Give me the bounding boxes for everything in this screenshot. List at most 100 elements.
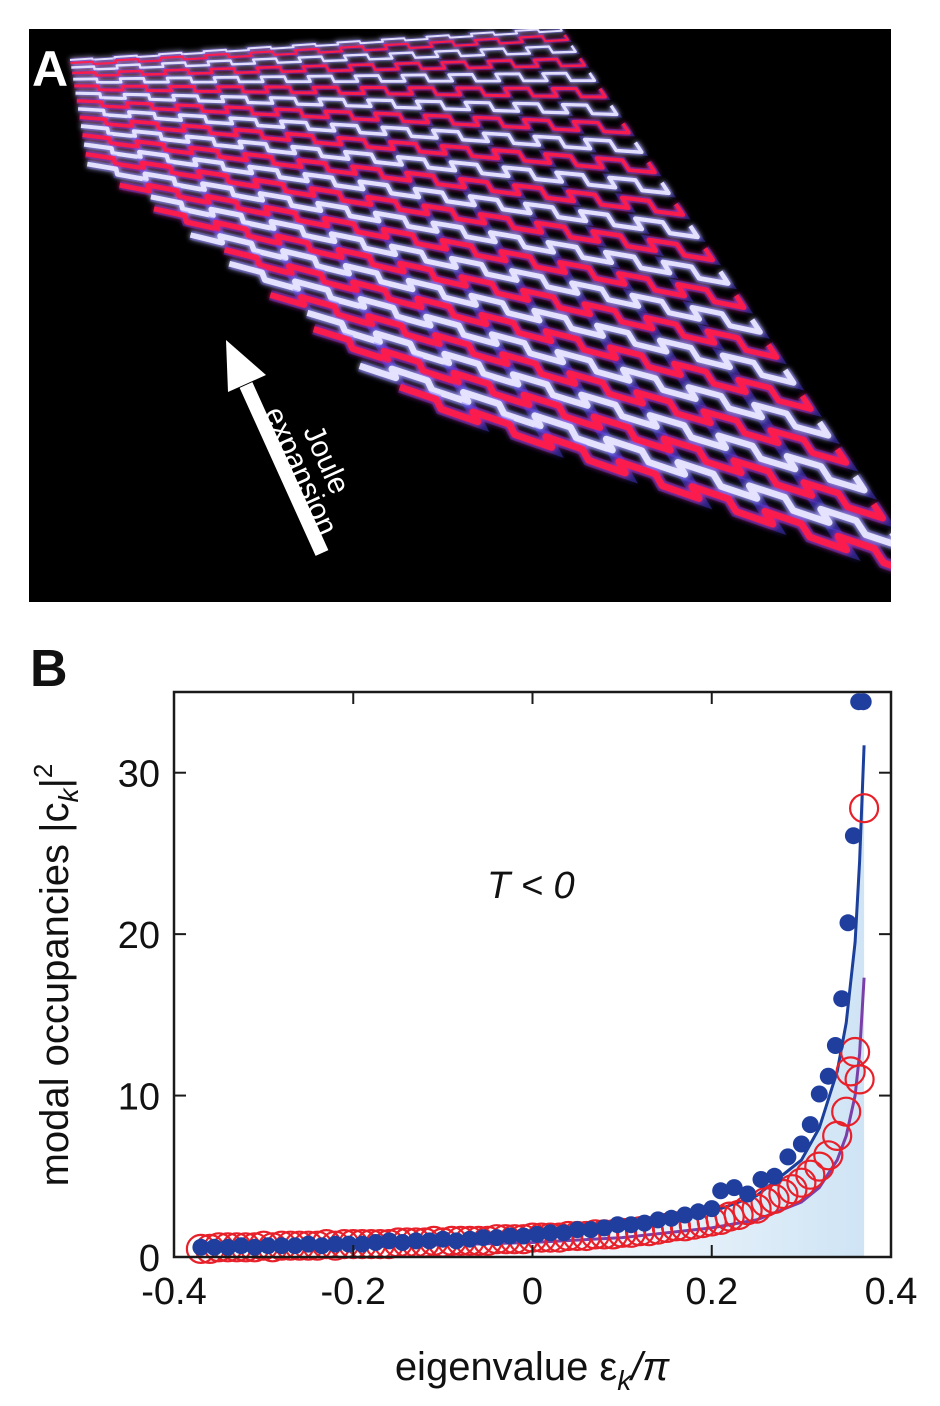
data-point-filled-blue xyxy=(407,1232,425,1250)
data-point-open-red xyxy=(804,1151,835,1182)
data-point-filled-blue xyxy=(819,1067,837,1085)
lattice-strand-white xyxy=(69,29,563,61)
data-point-filled-blue xyxy=(313,1237,331,1255)
lattice-strand-white xyxy=(358,362,891,547)
y-axis-label-sup: 2 xyxy=(28,764,58,778)
x-tick-label: 0.2 xyxy=(685,1271,738,1313)
data-point-filled-blue xyxy=(595,1219,613,1237)
axis-ticks: -0.4 -0.2 0 0.2 0.4 0 10 20 30 xyxy=(118,692,917,1313)
data-point-filled-blue xyxy=(501,1227,519,1245)
data-point-open-red xyxy=(844,1064,875,1095)
panel-a-label: A xyxy=(32,41,68,97)
y-tick-label: 10 xyxy=(118,1077,160,1119)
data-point-filled-blue xyxy=(541,1224,559,1242)
data-point-filled-blue xyxy=(810,1085,828,1103)
y-tick-label: 20 xyxy=(118,915,160,957)
x-axis-label-prefix: eigenvalue xyxy=(395,1345,600,1389)
lattice-strand-red xyxy=(398,383,891,569)
data-point-filled-blue xyxy=(752,1171,770,1188)
lattice-strand-white xyxy=(150,194,763,335)
lattice-strand-red xyxy=(269,292,850,466)
lattice-strand-red xyxy=(72,57,586,77)
data-point-open-red xyxy=(741,1193,772,1224)
lattice-strand-red xyxy=(223,246,814,412)
x-tick-label: -0.2 xyxy=(321,1271,386,1313)
data-point-open-red xyxy=(813,1140,844,1171)
y-axis-label-prefix: modal occupancies |c xyxy=(33,802,77,1186)
x-tick-label: 0 xyxy=(522,1271,543,1313)
joule-expansion-arrow xyxy=(226,340,329,556)
annotation-t-less-than-zero: T < 0 xyxy=(487,865,575,907)
panel-b-label: B xyxy=(30,640,68,698)
data-point-filled-blue xyxy=(246,1238,264,1256)
data-point-filled-blue xyxy=(609,1216,627,1234)
data-point-filled-blue xyxy=(205,1238,223,1256)
data-point-filled-blue xyxy=(447,1232,465,1250)
fit-fill-area xyxy=(200,745,865,1257)
data-point-filled-blue xyxy=(259,1237,277,1255)
lattice-strand-red xyxy=(312,326,886,522)
data-point-filled-blue xyxy=(766,1167,783,1185)
data-point-filled-blue xyxy=(725,1179,743,1197)
data-point-open-red xyxy=(714,1201,745,1232)
x-axis-label: eigenvalue εk/π xyxy=(395,1345,671,1396)
y-axis-label: modal occupancies |ck|2 xyxy=(28,764,84,1187)
y-tick-label: 0 xyxy=(139,1238,160,1280)
lattice-strand-white xyxy=(75,91,619,117)
data-point-filled-blue xyxy=(712,1182,730,1200)
data-point-filled-blue xyxy=(353,1235,371,1253)
data-point-filled-blue xyxy=(568,1221,586,1239)
lattice-strand-red xyxy=(70,34,569,66)
data-point-filled-blue xyxy=(515,1227,532,1245)
lattice-strand-red xyxy=(74,84,607,99)
data-point-filled-blue xyxy=(555,1224,573,1242)
data-point-filled-blue xyxy=(801,1116,819,1134)
data-point-filled-blue xyxy=(676,1206,694,1224)
data-point-open-red xyxy=(759,1183,790,1215)
data-point-filled-blue xyxy=(232,1237,250,1255)
data-point-filled-blue xyxy=(192,1238,210,1256)
data-point-filled-blue xyxy=(662,1209,680,1227)
data-point-filled-blue xyxy=(582,1221,600,1239)
x-axis-label-epsilon: ε xyxy=(599,1345,617,1389)
data-point-open-red xyxy=(848,793,880,824)
data-point-open-red xyxy=(723,1199,754,1231)
data-point-filled-blue xyxy=(636,1214,653,1232)
lattice-strand-white xyxy=(306,309,868,494)
lattice-strand-red xyxy=(76,99,631,135)
y-axis-label-suffix: | xyxy=(33,778,77,788)
lattice-strand-white xyxy=(73,71,597,84)
data-point-filled-blue xyxy=(844,827,862,845)
fill-area-layer xyxy=(200,745,865,1257)
data-point-filled-blue xyxy=(779,1148,797,1166)
x-axis-label-sub: k xyxy=(617,1365,633,1396)
data-point-open-red xyxy=(795,1159,826,1190)
woven-lattice xyxy=(69,29,891,572)
data-points-layer xyxy=(185,693,880,1265)
data-point-filled-blue xyxy=(434,1230,452,1248)
data-point-open-red xyxy=(768,1178,799,1210)
lattice-strand-white xyxy=(86,161,731,286)
data-point-filled-blue xyxy=(792,1135,810,1153)
data-point-filled-blue xyxy=(839,914,857,932)
data-point-filled-blue xyxy=(488,1229,506,1247)
lattice-strand-white xyxy=(80,124,671,196)
x-axis-label-suffix: /π xyxy=(628,1345,670,1389)
data-point-filled-blue xyxy=(689,1203,707,1221)
lattice-strand-white xyxy=(83,142,700,240)
data-point-filled-blue xyxy=(739,1185,757,1203)
data-point-filled-blue xyxy=(826,1037,844,1054)
y-tick-label: 30 xyxy=(118,754,160,796)
data-point-filled-blue xyxy=(461,1230,479,1248)
plot-frame xyxy=(172,690,893,1259)
data-point-filled-blue xyxy=(219,1238,237,1256)
panel-b-chart: B -0.4 -0.2 0 0.2 0.4 0 10 20 30 T < 0 eigenvalu… xyxy=(28,640,917,1396)
data-point-filled-blue xyxy=(703,1200,721,1218)
data-point-filled-blue xyxy=(367,1234,385,1251)
data-point-filled-blue xyxy=(622,1216,640,1234)
data-point-filled-blue xyxy=(326,1235,344,1253)
lattice-strand-red xyxy=(79,115,657,175)
data-point-filled-blue xyxy=(380,1232,398,1250)
data-point-filled-blue xyxy=(394,1234,411,1251)
data-point-filled-blue xyxy=(854,693,872,711)
